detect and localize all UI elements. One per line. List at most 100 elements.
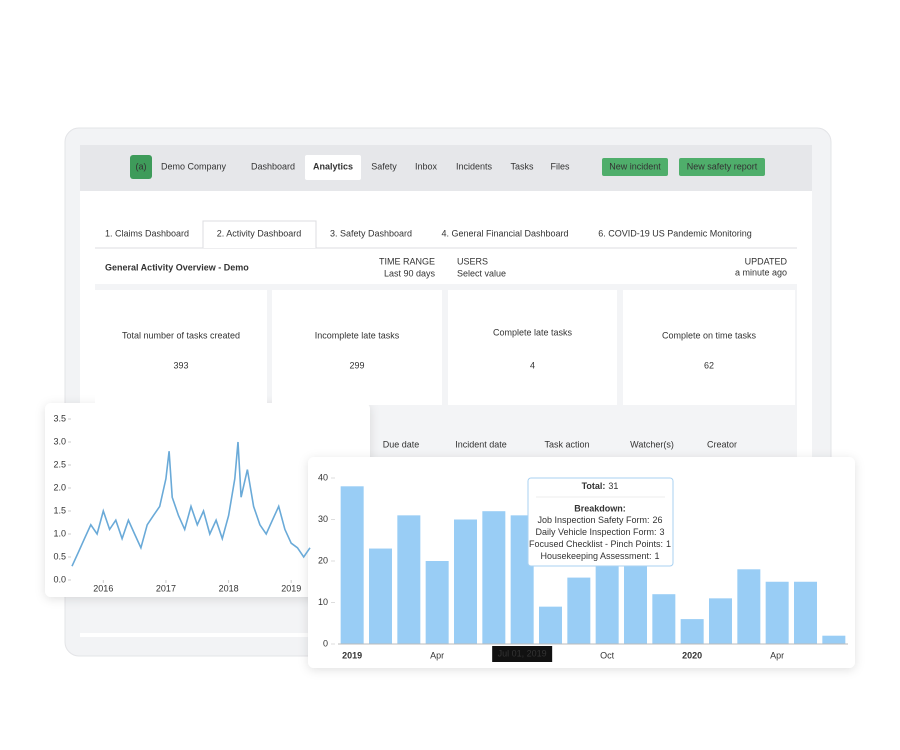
y-tick-label: 20 xyxy=(318,555,328,565)
x-tick-label: 2016 xyxy=(93,583,113,593)
nav-item[interactable]: Inbox xyxy=(415,161,438,171)
x-tick-label: Apr xyxy=(430,650,444,660)
logo-box xyxy=(130,155,152,179)
company-name: Demo Company xyxy=(161,161,227,171)
button-bg[interactable] xyxy=(602,158,668,176)
filter-label: USERS xyxy=(457,256,488,266)
y-tick-label: 30 xyxy=(318,514,328,524)
data-line xyxy=(71,441,311,567)
tooltip-item-value: 3 xyxy=(660,527,665,537)
tooltip-item-label: Daily Vehicle Inspection Form: xyxy=(535,527,656,537)
tooltip-item: Job Inspection Safety Form: 26 xyxy=(537,515,662,525)
bar xyxy=(482,511,506,644)
kpi-card xyxy=(448,290,617,405)
y-tick-label: 2.5 xyxy=(53,459,66,469)
y-tick-label: 3.0 xyxy=(53,436,66,446)
y-tick-label: 3.5 xyxy=(53,413,66,423)
tab[interactable]: 4. General Financial Dashboard xyxy=(441,228,568,238)
overview-title: General Activity Overview - Demo xyxy=(105,262,249,272)
kpi-value: 4 xyxy=(530,360,535,370)
y-tick-label: 0 xyxy=(323,638,328,648)
nav-active-bg xyxy=(305,155,361,180)
filter-value[interactable]: Last 90 days xyxy=(384,268,436,278)
bar xyxy=(369,548,392,644)
kpi-card xyxy=(272,290,442,405)
tab[interactable]: 2. Activity Dashboard xyxy=(217,228,302,238)
button-bg[interactable] xyxy=(679,158,765,176)
bar xyxy=(340,486,364,644)
table-column-header: Creator xyxy=(707,439,737,449)
table-column-header: Task action xyxy=(544,439,589,449)
bar xyxy=(709,598,732,644)
button[interactable]: New safety report xyxy=(687,161,758,171)
tooltip-item-value: 1 xyxy=(666,539,671,549)
nav-item[interactable]: Tasks xyxy=(510,161,534,171)
kpi-label: Complete late tasks xyxy=(493,327,573,337)
x-tick-label: 2017 xyxy=(156,583,176,593)
tooltip-bg xyxy=(527,477,674,567)
bar xyxy=(454,519,477,644)
tooltip-item: Housekeeping Assessment: 1 xyxy=(540,551,659,561)
bar xyxy=(425,561,449,644)
tab[interactable]: 3. Safety Dashboard xyxy=(330,228,412,238)
y-tick-label: 2.0 xyxy=(53,482,66,492)
button[interactable]: New incident xyxy=(609,161,661,171)
table-column-header: Due date xyxy=(383,439,420,449)
nav-item[interactable]: Dashboard xyxy=(251,161,295,171)
bar xyxy=(397,515,421,644)
y-tick-label: 0.5 xyxy=(53,551,66,561)
bar xyxy=(567,577,591,644)
tooltip-item-label: Job Inspection Safety Form: xyxy=(537,515,649,525)
cursor-label-bg xyxy=(492,646,553,662)
tooltip-item: Daily Vehicle Inspection Form: 3 xyxy=(535,527,664,537)
y-tick-label: 1.0 xyxy=(53,528,66,538)
nav-item[interactable]: Files xyxy=(550,161,570,171)
filter-label: TIME RANGE xyxy=(379,256,435,266)
nav-item[interactable]: Analytics xyxy=(313,161,353,171)
table-area xyxy=(370,410,797,458)
y-tick-label: 0.0 xyxy=(53,574,66,584)
kpi-value: 393 xyxy=(173,360,188,370)
y-tick-label: 10 xyxy=(318,597,328,607)
kpi-card xyxy=(623,290,795,405)
x-tick-label: Oct xyxy=(600,650,615,660)
nav-item[interactable]: Safety xyxy=(371,161,397,171)
kpi-card xyxy=(95,290,267,405)
bar xyxy=(737,569,761,644)
x-tick-label: 2019 xyxy=(281,583,301,593)
table-column-header: Incident date xyxy=(455,439,507,449)
x-tick-label: 2018 xyxy=(219,583,239,593)
tab[interactable]: 6. COVID-19 US Pandemic Monitoring xyxy=(598,228,752,238)
bar xyxy=(595,556,619,644)
updated-value: a minute ago xyxy=(735,267,787,277)
x-tick-label: 2020 xyxy=(682,650,702,660)
bar xyxy=(680,619,704,644)
x-tick-label: 2019 xyxy=(342,650,362,660)
bar xyxy=(624,556,647,644)
bar xyxy=(652,594,676,644)
line-chart-card xyxy=(45,403,370,597)
tooltip-total-value: 31 xyxy=(608,481,618,491)
tooltip-item-value: 1 xyxy=(655,551,660,561)
bar xyxy=(539,606,562,644)
y-tick-label: 40 xyxy=(318,472,328,482)
nav-item[interactable]: Incidents xyxy=(456,161,493,171)
tooltip-item-label: Focused Checklist - Pinch Points: xyxy=(529,539,663,549)
bar xyxy=(765,581,789,644)
tooltip-item-value: 26 xyxy=(653,515,663,525)
tooltip-item-label: Housekeeping Assessment: xyxy=(540,551,651,561)
kpi-label: Incomplete late tasks xyxy=(315,330,400,340)
tooltip-total: Total: 31 xyxy=(582,481,619,491)
cursor-label: Jul 01, 2019 xyxy=(498,648,547,658)
tooltip-item: Focused Checklist - Pinch Points: 1 xyxy=(529,539,671,549)
y-tick-label: 1.5 xyxy=(53,505,66,515)
tab[interactable]: 1. Claims Dashboard xyxy=(105,228,189,238)
tab-active-border xyxy=(202,220,317,248)
tooltip-breakdown-title: Breakdown: xyxy=(574,503,626,513)
bar xyxy=(794,581,817,644)
filter-value[interactable]: Select value xyxy=(457,268,506,278)
kpi-value: 299 xyxy=(349,360,364,370)
tooltip-total-label: Total: xyxy=(582,481,606,491)
